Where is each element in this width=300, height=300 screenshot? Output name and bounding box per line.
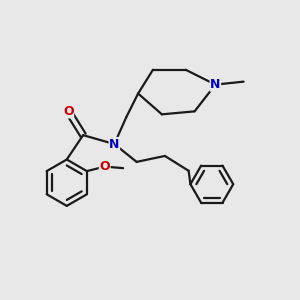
- Text: N: N: [210, 78, 220, 91]
- Text: N: N: [109, 138, 119, 151]
- Text: O: O: [63, 105, 74, 118]
- Text: O: O: [99, 160, 110, 173]
